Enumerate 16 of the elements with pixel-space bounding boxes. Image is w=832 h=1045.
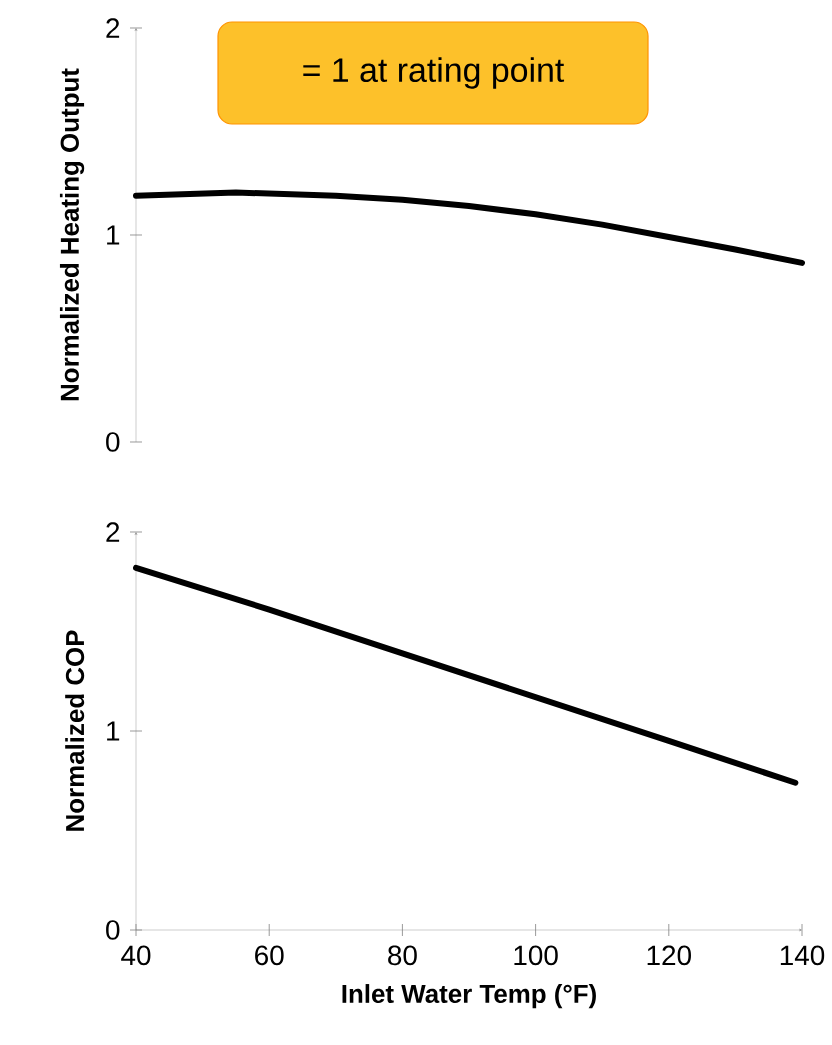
y-axis-title: Normalized COP [65, 630, 85, 831]
y-tick-label: 2 [106, 18, 120, 38]
x-tick-label: 100 [514, 945, 558, 966]
y-axis-title: Normalized Heating Output [59, 68, 85, 401]
y-tick-label: 1 [107, 721, 120, 741]
y-tick-label: 2 [106, 522, 120, 542]
y-tick-label: 0 [106, 920, 120, 940]
y-tick-label: 0 [106, 432, 120, 452]
x-tick-label: 80 [388, 945, 417, 966]
y-tick-label: 1 [107, 225, 120, 245]
x-tick-label: 120 [647, 945, 691, 966]
x-tick-label: 60 [255, 945, 284, 966]
x-tick-label: 40 [121, 945, 151, 966]
annotation: = 1 at rating point [303, 57, 565, 89]
x-axis-title: Inlet Water Temp (°F) [342, 984, 596, 1009]
x-tick-label: 140 [780, 945, 825, 966]
